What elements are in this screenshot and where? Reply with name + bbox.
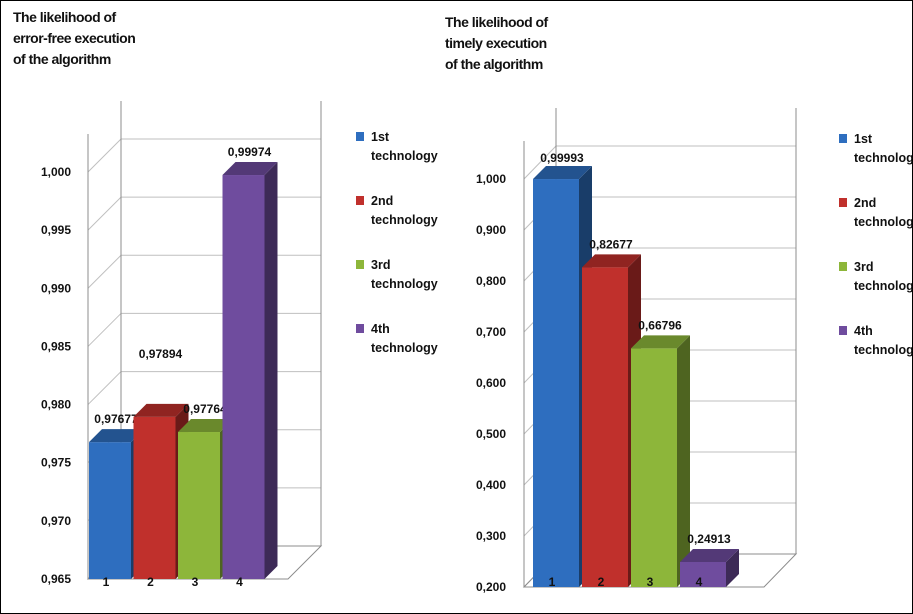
left-chart: 0,965 0,970 0,975 0,980 0,985 0,990 0,995 1,000… bbox=[41, 101, 438, 589]
legend-swatch bbox=[839, 134, 847, 143]
bar-front bbox=[178, 432, 220, 579]
bar-front bbox=[533, 179, 579, 587]
side-gridline bbox=[87, 371, 122, 405]
legend-label-line2: technology bbox=[371, 149, 438, 163]
bar-front bbox=[222, 175, 265, 579]
legend-swatch bbox=[839, 198, 847, 207]
y-tick-label: 0,995 bbox=[41, 223, 71, 237]
legend-label-line1: 3rd bbox=[371, 258, 390, 272]
y-tick-label: 1,000 bbox=[476, 172, 506, 186]
legend-label-line2: technology bbox=[854, 151, 912, 165]
legend-swatch bbox=[356, 196, 364, 205]
x-category-label: 1 bbox=[549, 575, 556, 589]
data-label: 0,97894 bbox=[139, 347, 183, 361]
right-title-line-2: timely execution bbox=[445, 35, 547, 51]
data-label: 0,97764 bbox=[183, 402, 227, 416]
y-tick-label: 0,900 bbox=[476, 223, 506, 237]
side-gridline bbox=[87, 254, 122, 289]
y-tick-label: 0,990 bbox=[41, 281, 71, 295]
right-chart-title: The likelihood of timely execution of th… bbox=[445, 12, 548, 75]
left-title-line-3: of the algorithm bbox=[13, 51, 111, 67]
left-title-line-1: The likelihood of bbox=[13, 9, 116, 25]
legend-swatch bbox=[839, 326, 847, 335]
legend: 1st technology 2nd technology 3rd technology 4… bbox=[356, 130, 438, 355]
side-gridline bbox=[523, 145, 557, 180]
bar-side bbox=[677, 335, 690, 587]
left-chart-title: The likelihood of error-free execution o… bbox=[13, 7, 136, 70]
y-tick-label: 0,985 bbox=[41, 339, 71, 353]
data-label: 0,66796 bbox=[638, 318, 682, 332]
data-label: 0,24913 bbox=[687, 532, 731, 546]
legend-label-line2: technology bbox=[854, 215, 912, 229]
bar-front bbox=[133, 416, 176, 579]
data-label: 0,82677 bbox=[589, 237, 633, 251]
bar-top bbox=[582, 254, 641, 268]
legend-swatch bbox=[356, 132, 364, 141]
bar-top bbox=[222, 162, 278, 176]
legend-label-line1: 4th bbox=[371, 322, 390, 336]
bar-top bbox=[133, 403, 189, 417]
bar-front bbox=[680, 561, 726, 587]
legend-swatch bbox=[356, 260, 364, 269]
side-gridline bbox=[87, 138, 122, 173]
y-tick-label: 0,400 bbox=[476, 478, 506, 492]
legend-label-line1: 2nd bbox=[371, 194, 393, 208]
x-category-label: 2 bbox=[598, 575, 605, 589]
y-tick-label: 0,300 bbox=[476, 529, 506, 543]
bars: 0,97677 1 0,97894 2 0,97764 3 0,99974 4 bbox=[89, 145, 278, 589]
legend-label-line2: technology bbox=[371, 213, 438, 227]
data-label: 0,99993 bbox=[540, 151, 584, 165]
y-tick-label: 0,200 bbox=[476, 580, 506, 594]
y-tick-label: 1,000 bbox=[41, 165, 71, 179]
bar-top bbox=[89, 429, 144, 443]
data-label: 0,99974 bbox=[228, 145, 272, 159]
side-gridline bbox=[87, 196, 122, 231]
y-tick-label: 0,600 bbox=[476, 376, 506, 390]
legend-swatch bbox=[356, 324, 364, 333]
y-tick-label: 0,970 bbox=[41, 514, 71, 528]
side-gridline bbox=[87, 313, 122, 347]
legend-label-line2: technology bbox=[854, 279, 912, 293]
legend-label-line1: 1st bbox=[854, 132, 873, 146]
right-title-line-1: The likelihood of bbox=[445, 14, 548, 30]
y-tick-label: 0,975 bbox=[41, 456, 71, 470]
bar-front bbox=[89, 442, 131, 579]
bar-front bbox=[582, 267, 628, 587]
legend-swatch bbox=[839, 262, 847, 271]
bars: 0,99993 1 0,82677 2 0,66796 3 0,24913 4 bbox=[533, 151, 739, 589]
x-category-label: 1 bbox=[103, 575, 110, 589]
bar-top bbox=[631, 335, 690, 349]
data-label: 0,97677 bbox=[94, 412, 138, 426]
x-category-label: 4 bbox=[696, 575, 703, 589]
y-tick-label: 0,700 bbox=[476, 325, 506, 339]
legend-label-line1: 1st bbox=[371, 130, 390, 144]
bar-top bbox=[533, 166, 592, 180]
y-tick-label: 0,980 bbox=[41, 398, 71, 412]
right-title-line-3: of the algorithm bbox=[445, 56, 543, 72]
y-tick-label: 0,800 bbox=[476, 274, 506, 288]
legend-label-line1: 3rd bbox=[854, 260, 873, 274]
bar-top bbox=[178, 419, 233, 433]
legend-label-line1: 2nd bbox=[854, 196, 876, 210]
x-category-label: 2 bbox=[147, 575, 154, 589]
bar-side bbox=[264, 162, 278, 579]
legend-label-line2: technology bbox=[371, 277, 438, 291]
left-title-line-2: error-free execution bbox=[13, 30, 136, 46]
right-chart: 0,200 0,300 0,400 0,500 0,600 0,700 0,800 0,900… bbox=[476, 108, 912, 594]
bar-front bbox=[631, 348, 677, 587]
x-category-label: 3 bbox=[647, 575, 654, 589]
x-category-label: 4 bbox=[236, 575, 243, 589]
y-tick-label: 0,500 bbox=[476, 427, 506, 441]
legend-label-line2: technology bbox=[854, 343, 912, 357]
y-tick-label: 0,965 bbox=[41, 572, 71, 586]
bar-top bbox=[680, 548, 739, 562]
legend-label-line2: technology bbox=[371, 341, 438, 355]
bar-side bbox=[726, 548, 739, 587]
x-category-label: 3 bbox=[192, 575, 199, 589]
legend: 1st technology 2nd technology 3rd technology 4… bbox=[839, 132, 912, 357]
legend-label-line1: 4th bbox=[854, 324, 873, 338]
